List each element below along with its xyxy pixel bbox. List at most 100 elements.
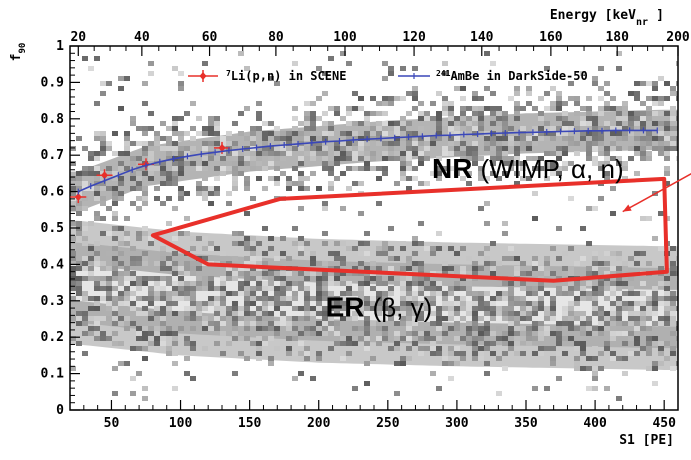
histogram-cell — [82, 171, 88, 176]
histogram-cell — [88, 256, 94, 261]
histogram-cell — [130, 346, 136, 351]
histogram-cell — [160, 261, 166, 266]
histogram-cell — [544, 176, 550, 181]
histogram-cell — [514, 266, 520, 271]
histogram-cell — [136, 326, 142, 331]
histogram-cell — [430, 296, 436, 301]
histogram-cell — [190, 306, 196, 311]
histogram-cell — [172, 141, 178, 146]
histogram-cell — [352, 151, 358, 156]
histogram-cell — [502, 151, 508, 156]
histogram-cell — [370, 286, 376, 291]
histogram-cell — [370, 321, 376, 326]
histogram-cell — [508, 306, 514, 311]
histogram-cell — [328, 121, 334, 126]
histogram-cell — [346, 291, 352, 296]
histogram-cell — [244, 186, 250, 191]
histogram-cell — [580, 121, 586, 126]
histogram-cell — [358, 166, 364, 171]
histogram-cell — [604, 281, 610, 286]
histogram-cell — [346, 286, 352, 291]
histogram-cell — [370, 356, 376, 361]
histogram-cell — [310, 156, 316, 161]
histogram-cell — [178, 136, 184, 141]
histogram-cell — [226, 191, 232, 196]
histogram-cell — [670, 331, 676, 336]
histogram-cell — [658, 146, 664, 151]
histogram-cell — [190, 346, 196, 351]
histogram-cell — [376, 336, 382, 341]
histogram-cell — [634, 171, 640, 176]
histogram-cell — [352, 316, 358, 321]
histogram-cell — [172, 341, 178, 346]
histogram-cell — [628, 91, 634, 96]
histogram-cell — [448, 136, 454, 141]
histogram-cell — [124, 326, 130, 331]
histogram-cell — [352, 121, 358, 126]
histogram-cell — [460, 141, 466, 146]
histogram-cell — [652, 321, 658, 326]
histogram-cell — [616, 156, 622, 161]
histogram-cell — [502, 171, 508, 176]
histogram-cell — [322, 326, 328, 331]
histogram-cell — [166, 221, 172, 226]
histogram-cell — [178, 81, 184, 86]
histogram-cell — [658, 341, 664, 346]
histogram-cell — [322, 331, 328, 336]
histogram-cell — [610, 131, 616, 136]
histogram-cell — [448, 141, 454, 146]
histogram-cell — [526, 176, 532, 181]
histogram-cell — [202, 156, 208, 161]
histogram-cell — [244, 291, 250, 296]
histogram-cell — [580, 346, 586, 351]
histogram-cell — [304, 351, 310, 356]
histogram-cell — [658, 301, 664, 306]
histogram-cell — [250, 321, 256, 326]
histogram-cell — [148, 301, 154, 306]
histogram-cell — [538, 326, 544, 331]
histogram-cell — [274, 331, 280, 336]
histogram-cell — [328, 126, 334, 131]
histogram-cell — [580, 106, 586, 111]
histogram-cell — [244, 306, 250, 311]
histogram-cell — [178, 86, 184, 91]
histogram-cell — [250, 256, 256, 261]
histogram-cell — [616, 331, 622, 336]
histogram-cell — [634, 91, 640, 96]
histogram-cell — [670, 141, 676, 146]
histogram-cell — [436, 346, 442, 351]
histogram-cell — [112, 171, 118, 176]
histogram-cell — [562, 151, 568, 156]
histogram-cell — [166, 181, 172, 186]
histogram-cell — [334, 341, 340, 346]
histogram-cell — [454, 311, 460, 316]
histogram-cell — [592, 81, 598, 86]
histogram-cell — [280, 271, 286, 276]
histogram-cell — [508, 331, 514, 336]
histogram-cell — [262, 341, 268, 346]
histogram-cell — [532, 216, 538, 221]
histogram-cell — [562, 161, 568, 166]
histogram-cell — [232, 166, 238, 171]
histogram-cell — [160, 121, 166, 126]
histogram-cell — [658, 246, 664, 251]
histogram-cell — [568, 321, 574, 326]
histogram-cell — [412, 241, 418, 246]
histogram-cell — [604, 151, 610, 156]
histogram-cell — [70, 336, 76, 341]
histogram-cell — [190, 296, 196, 301]
histogram-cell — [322, 206, 328, 211]
histogram-cell — [478, 106, 484, 111]
histogram-cell — [580, 361, 586, 366]
histogram-cell — [238, 156, 244, 161]
histogram-cell — [676, 291, 678, 296]
histogram-cell — [214, 186, 220, 191]
histogram-cell — [580, 71, 586, 76]
histogram-cell — [472, 111, 478, 116]
histogram-cell — [460, 336, 466, 341]
histogram-cell — [532, 311, 538, 316]
histogram-cell — [112, 316, 118, 321]
histogram-cell — [436, 386, 442, 391]
histogram-cell — [598, 66, 604, 71]
histogram-cell — [226, 161, 232, 166]
